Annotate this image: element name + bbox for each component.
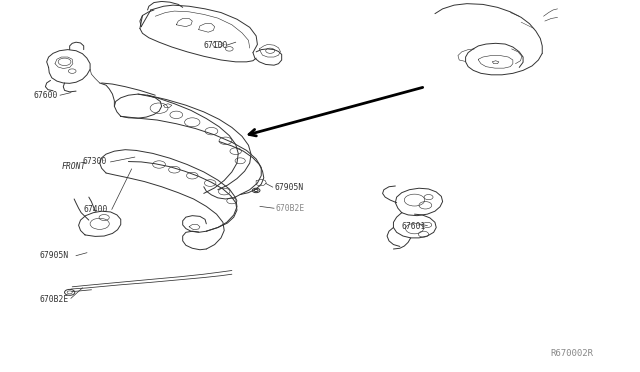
Text: 67400: 67400 xyxy=(84,205,108,214)
Text: R670002R: R670002R xyxy=(551,349,594,358)
Text: 670B2E: 670B2E xyxy=(275,205,305,214)
Text: 670B2E: 670B2E xyxy=(39,295,68,304)
Text: 67300: 67300 xyxy=(83,157,107,166)
Text: 67905N: 67905N xyxy=(274,183,303,192)
Text: 67905N: 67905N xyxy=(39,251,68,260)
Text: 67100: 67100 xyxy=(204,41,228,51)
Text: 67600: 67600 xyxy=(34,91,58,100)
Text: 67601: 67601 xyxy=(402,221,426,231)
Text: FRONT: FRONT xyxy=(61,162,86,171)
